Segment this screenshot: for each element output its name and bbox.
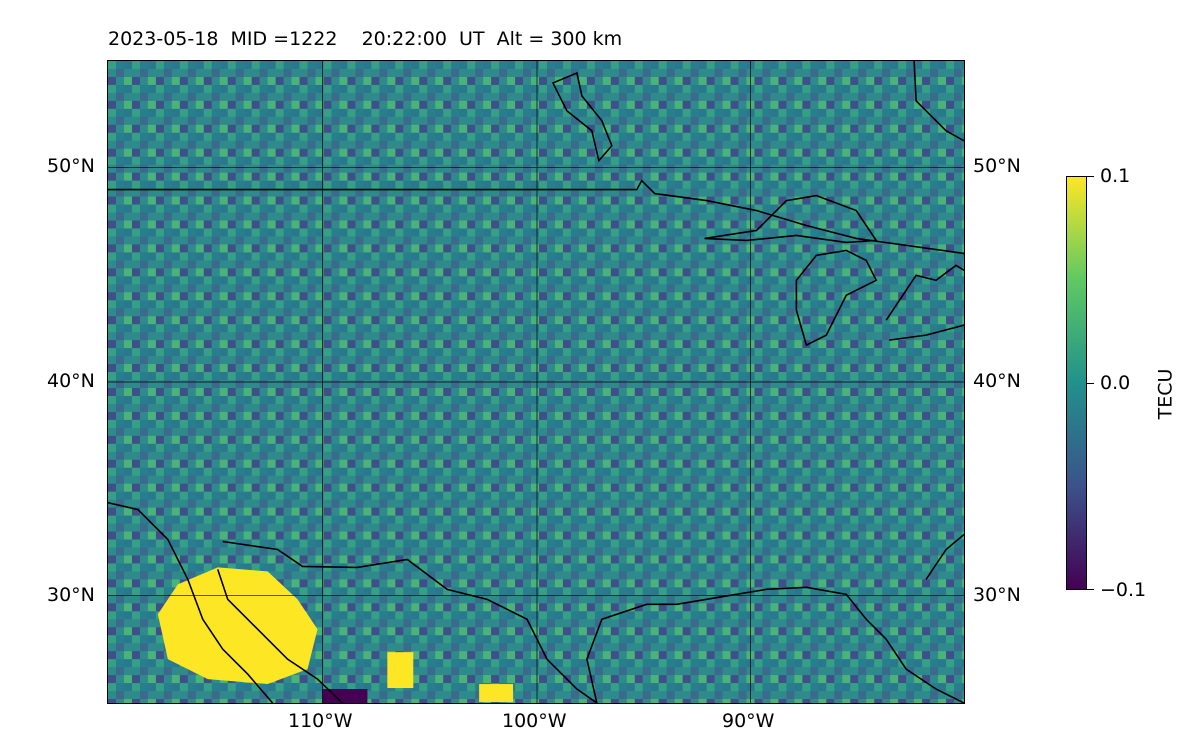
- lat-label-40-right: 40°N: [973, 370, 1021, 392]
- lon-label-100w: 100°W: [502, 710, 567, 732]
- lat-label-50-right: 50°N: [973, 155, 1021, 177]
- lat-label-50-left: 50°N: [47, 155, 95, 177]
- map-canvas: [108, 61, 964, 703]
- colorbar-tick-mid: [1087, 383, 1094, 384]
- colorbar-label-zero: 0.0: [1100, 372, 1131, 394]
- lat-label-30-left: 30°N: [47, 584, 95, 606]
- colorbar-tick-top: [1087, 176, 1094, 177]
- colorbar-label-min: −0.1: [1100, 579, 1147, 601]
- strong-positive-region: [157, 567, 318, 685]
- lat-label-30-right: 30°N: [973, 584, 1021, 606]
- coastlines: [108, 61, 964, 703]
- colorbar: [1066, 176, 1087, 590]
- tec-map: [107, 60, 965, 704]
- plot-title: 2023-05-18 MID =1222 20:22:00 UT Alt = 3…: [108, 28, 623, 50]
- lon-label-110w: 110°W: [288, 710, 353, 732]
- lon-label-90w: 90°W: [722, 710, 775, 732]
- negative-region: [322, 689, 368, 703]
- lat-label-40-left: 40°N: [47, 370, 95, 392]
- colorbar-label-max: 0.1: [1100, 165, 1131, 187]
- gridlines: [108, 61, 964, 703]
- colorbar-title: TECU: [1154, 368, 1177, 420]
- colorbar-tick-bottom: [1087, 589, 1094, 590]
